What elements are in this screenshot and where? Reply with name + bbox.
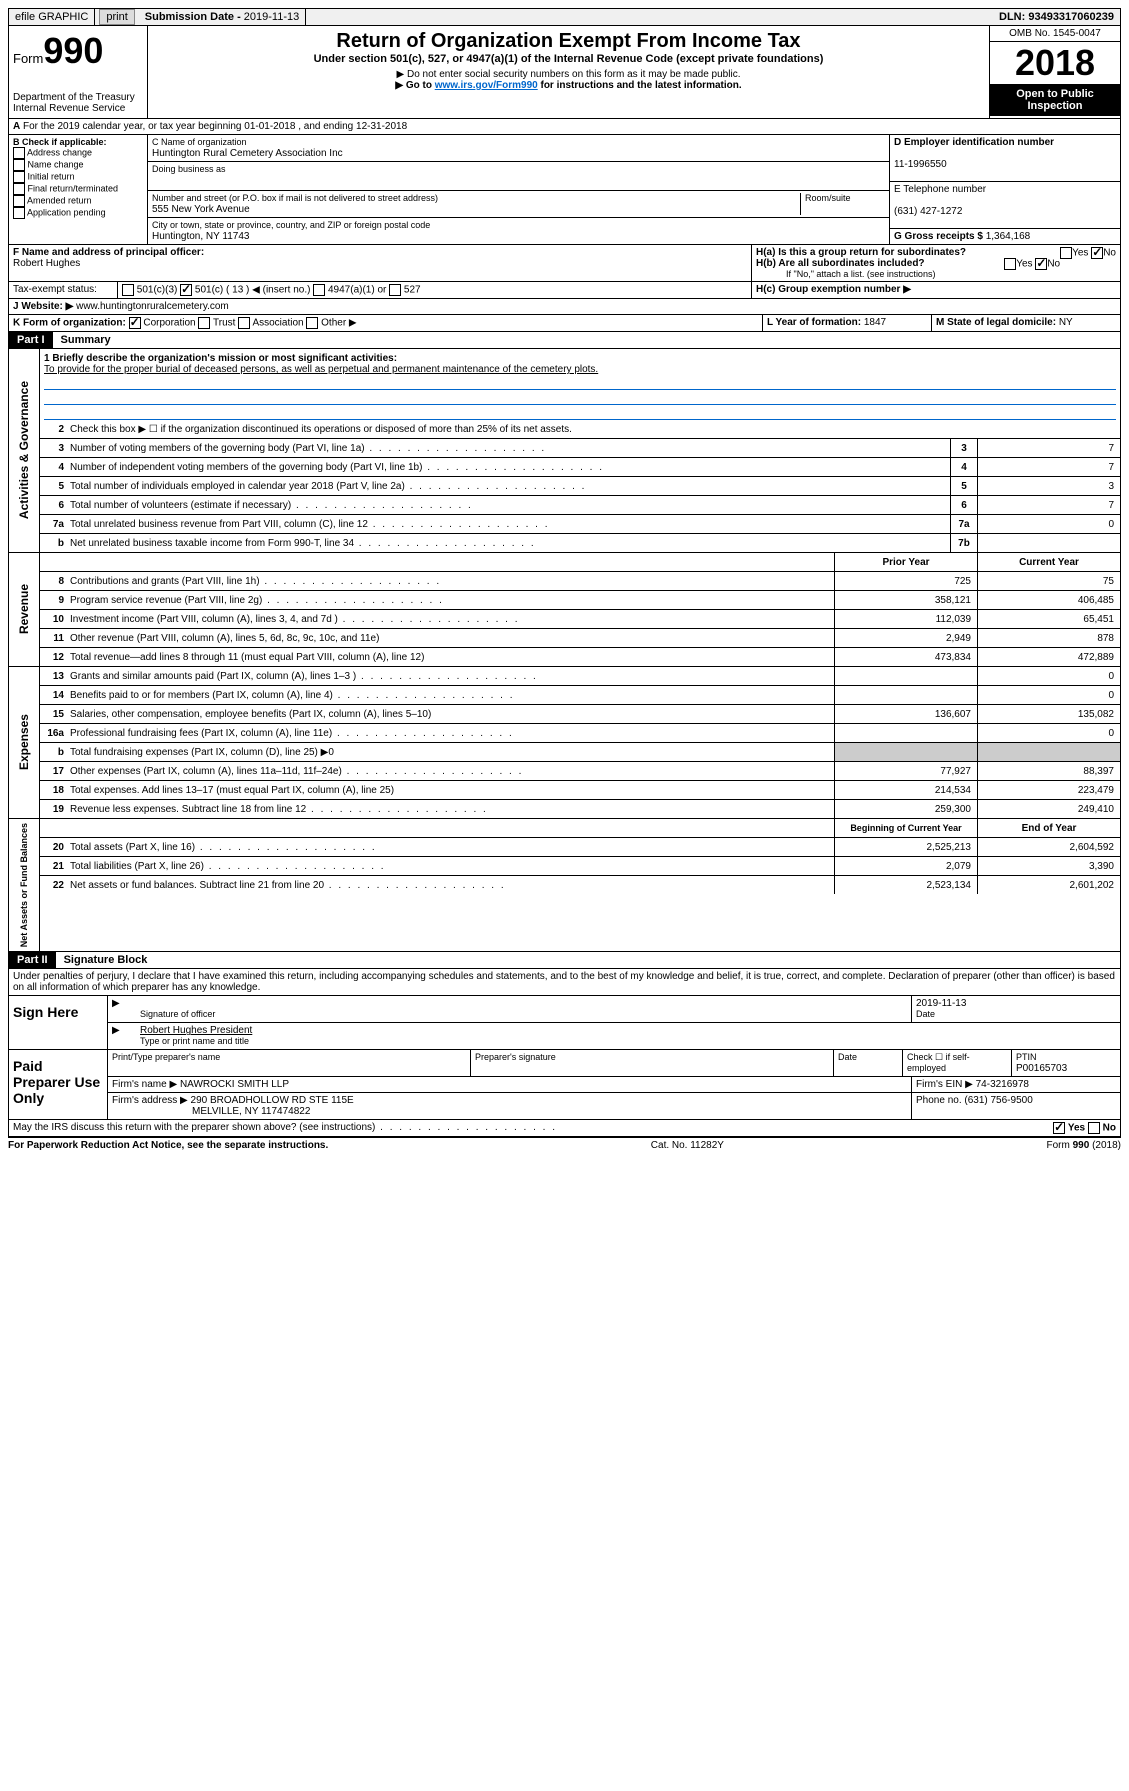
entity-info: B Check if applicable: Address change Na… (8, 135, 1121, 245)
form-header: Form990 Department of the Treasury Inter… (8, 26, 1121, 119)
section-a: A For the 2019 calendar year, or tax yea… (8, 119, 1121, 135)
paid-preparer: Paid Preparer Use Only Print/Type prepar… (8, 1050, 1121, 1120)
check-amended[interactable] (13, 195, 25, 207)
perjury-text: Under penalties of perjury, I declare th… (8, 969, 1121, 996)
row-tax-exempt: Tax-exempt status: 501(c)(3) 501(c) ( 13… (8, 282, 1121, 299)
tax-year: 2018 (990, 42, 1120, 84)
print-button[interactable]: print (99, 9, 134, 25)
discuss-row: May the IRS discuss this return with the… (8, 1120, 1121, 1137)
section-revenue: Revenue Prior YearCurrent Year 8Contribu… (8, 553, 1121, 667)
check-name[interactable] (13, 159, 25, 171)
irs-label: Internal Revenue Service (13, 103, 143, 114)
check-pending[interactable] (13, 207, 25, 219)
box-right: D Employer identification number 11-1996… (890, 135, 1120, 244)
mission-text: To provide for the proper burial of dece… (44, 364, 598, 375)
check-initial[interactable] (13, 171, 25, 183)
dept-treasury: Department of the Treasury (13, 92, 143, 103)
gross-receipts: 1,364,168 (986, 231, 1031, 242)
org-name: Huntington Rural Cemetery Association In… (152, 148, 343, 159)
box-c: C Name of organization Huntington Rural … (148, 135, 890, 244)
check-final[interactable] (13, 183, 25, 195)
website: www.huntingtonruralcemetery.com (76, 301, 229, 312)
form-number: Form990 (13, 30, 143, 72)
row-website: J Website: ▶ www.huntingtonruralcemetery… (8, 299, 1121, 315)
ein: 11-1996550 (894, 159, 947, 170)
city: Huntington, NY 11743 (152, 231, 249, 242)
section-netassets: Net Assets or Fund Balances Beginning of… (8, 819, 1121, 952)
subtitle: Under section 501(c), 527, or 4947(a)(1)… (156, 53, 981, 65)
row-klm: K Form of organization: Corporation Trus… (8, 315, 1121, 332)
part2-header: Part II Signature Block (8, 952, 1121, 969)
footer: For Paperwork Reduction Act Notice, see … (8, 1137, 1121, 1153)
part1-header: Part I Summary (8, 332, 1121, 349)
check-address[interactable] (13, 147, 25, 159)
irs-link[interactable]: www.irs.gov/Form990 (435, 80, 538, 91)
officer-name: Robert Hughes (13, 258, 80, 269)
efile-label: efile GRAPHIC (9, 9, 95, 25)
open-public: Open to Public Inspection (990, 84, 1120, 116)
main-title: Return of Organization Exempt From Incom… (156, 30, 981, 53)
section-expenses: Expenses 13Grants and similar amounts pa… (8, 667, 1121, 819)
submission-date: Submission Date - 2019-11-13 (139, 9, 306, 25)
top-bar: efile GRAPHIC print Submission Date - 20… (8, 8, 1121, 26)
note-ssn: ▶ Do not enter social security numbers o… (156, 69, 981, 80)
sign-here: Sign Here ▶ Signature of officer 2019-11… (8, 996, 1121, 1050)
note-goto: ▶ Go to www.irs.gov/Form990 for instruct… (156, 80, 981, 91)
omb: OMB No. 1545-0047 (990, 26, 1120, 42)
row-fh: F Name and address of principal officer:… (8, 245, 1121, 282)
dln: DLN: 93493317060239 (993, 9, 1120, 25)
section-governance: Activities & Governance 1 Briefly descri… (8, 349, 1121, 553)
box-b: B Check if applicable: Address change Na… (9, 135, 148, 244)
phone: (631) 427-1272 (894, 206, 962, 217)
street: 555 New York Avenue (152, 204, 250, 215)
